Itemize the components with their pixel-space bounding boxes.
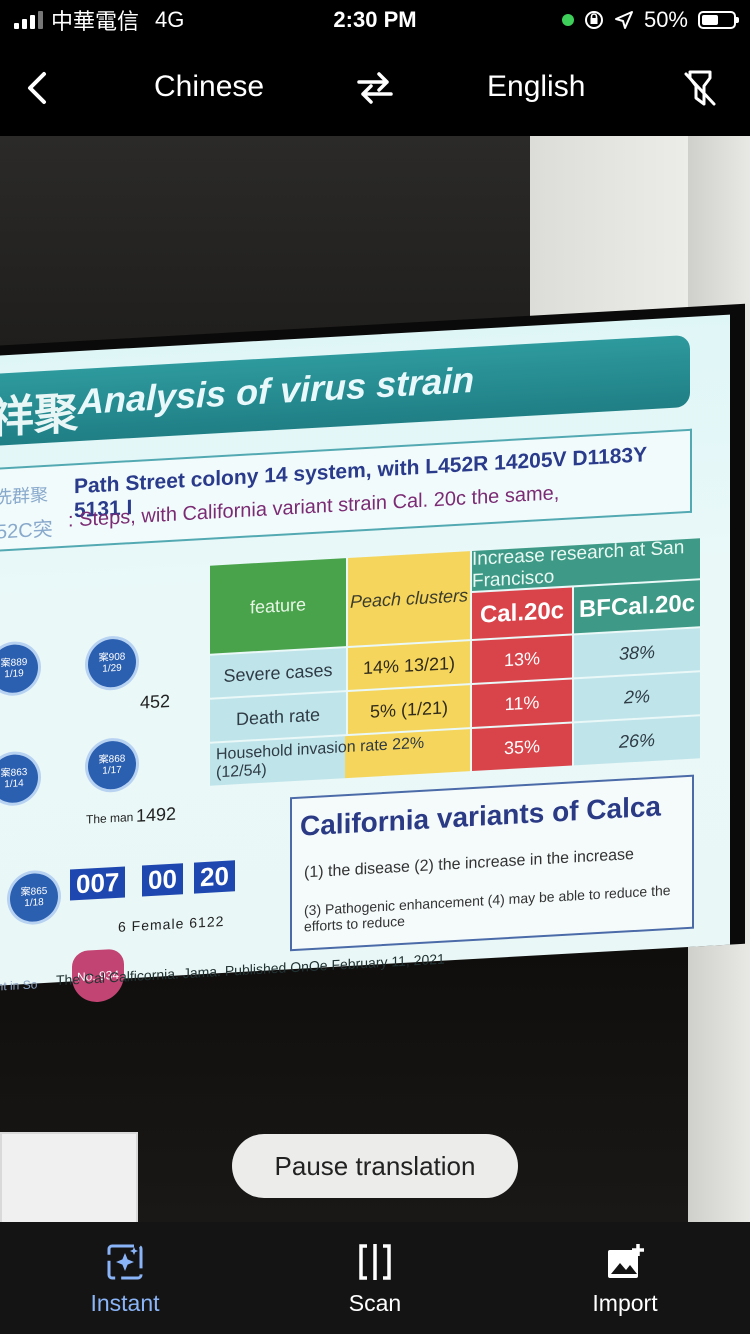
pause-translation-button[interactable]: Pause translation bbox=[232, 1134, 518, 1198]
table-cell-cal: 13% bbox=[472, 635, 572, 684]
california-box-title: California variants of Calca bbox=[300, 790, 662, 842]
subtitle-ghost-text: 洗群聚 bbox=[0, 484, 48, 508]
table-cell-label: Death rate bbox=[210, 692, 346, 742]
tab-scan[interactable]: Scan bbox=[250, 1222, 500, 1334]
status-left: 中華電信 4G bbox=[14, 4, 184, 36]
table-cell-bf: 26% bbox=[574, 716, 700, 766]
cluster-number: 00 bbox=[142, 863, 183, 897]
back-icon[interactable] bbox=[18, 68, 58, 108]
table-header-cal: Cal.20c bbox=[472, 587, 572, 640]
language-bar: Chinese English bbox=[0, 40, 750, 136]
tab-instant-label: Instant bbox=[90, 1290, 160, 1316]
tab-instant[interactable]: Instant bbox=[0, 1222, 250, 1334]
target-language-button[interactable]: English bbox=[487, 70, 586, 103]
table-cell-cal: 11% bbox=[472, 679, 572, 728]
table-header-peach: Peach clusters bbox=[348, 551, 470, 646]
cluster-label-452: 452 bbox=[140, 690, 171, 713]
swap-languages-icon[interactable] bbox=[355, 70, 395, 106]
battery-percent: 50% bbox=[643, 7, 688, 32]
bottom-tab-bar: Instant Scan Import bbox=[0, 1222, 750, 1334]
cluster-female-label: 6 Female 6122 bbox=[118, 912, 225, 935]
network-type: 4G bbox=[155, 7, 185, 32]
tab-import-label: Import bbox=[592, 1290, 658, 1316]
california-variants-box: California variants of Calca (1) the dis… bbox=[290, 774, 694, 952]
table-header-feature: feature bbox=[210, 558, 346, 654]
california-box-line-1: (1) the disease (2) the increase in the … bbox=[304, 845, 634, 882]
table-cell-label: Severe cases bbox=[210, 648, 346, 698]
import-icon bbox=[608, 1244, 644, 1278]
table-cell-bf: 2% bbox=[574, 672, 700, 722]
monitor: 祥聚 Analysis of virus strain 洗群聚 52C突 Pat… bbox=[0, 303, 745, 1004]
table-cell-bf: 38% bbox=[574, 628, 700, 678]
source-language-button[interactable]: Chinese bbox=[154, 70, 265, 103]
cluster-number: 20 bbox=[194, 860, 235, 894]
subtitle-ghost-text-2: 52C突 bbox=[0, 518, 53, 544]
battery-icon bbox=[698, 11, 739, 29]
carrier-name: 中華電信 bbox=[51, 9, 140, 34]
cluster-label-the-man: The man bbox=[86, 809, 134, 827]
orientation-lock-icon bbox=[584, 11, 603, 29]
signal-strength-icon bbox=[14, 11, 43, 29]
camera-viewfinder: 祥聚 Analysis of virus strain 洗群聚 52C突 Pat… bbox=[0, 136, 750, 1222]
privacy-indicator-icon bbox=[561, 14, 574, 26]
flash-off-icon[interactable] bbox=[680, 68, 720, 108]
table-cell-cal: 35% bbox=[472, 723, 572, 772]
cluster-number: 007 bbox=[70, 866, 126, 901]
slide-title-cjk: 祥聚 bbox=[0, 388, 78, 444]
scan-icon bbox=[359, 1244, 391, 1280]
slide-title: Analysis of virus strain bbox=[78, 358, 475, 423]
translated-slide: 祥聚 Analysis of virus strain 洗群聚 52C突 Pat… bbox=[0, 314, 730, 1004]
california-box-line-2: (3) Pathogenic enhancement (4) may be ab… bbox=[304, 881, 671, 935]
table-cell-peach: 14% 13/21) bbox=[348, 641, 470, 690]
location-icon bbox=[614, 11, 633, 29]
status-bar: 中華電信 4G 2:30 PM 50% bbox=[0, 0, 750, 40]
comparison-table: feature Peach clusters Increase research… bbox=[210, 537, 700, 786]
tab-scan-label: Scan bbox=[348, 1290, 402, 1316]
status-right: 50% bbox=[561, 7, 739, 33]
footer-ghost-text: ant in So bbox=[0, 977, 38, 994]
tab-import[interactable]: Import bbox=[500, 1222, 750, 1334]
slide-title-bar: 祥聚 Analysis of virus strain bbox=[0, 334, 690, 446]
cluster-label-1492: 1492 bbox=[136, 803, 177, 826]
background-photo bbox=[0, 1132, 138, 1222]
instant-icon bbox=[107, 1244, 143, 1280]
slide-subtitle-box: 洗群聚 52C突 Path Street colony 14 system, w… bbox=[0, 428, 692, 552]
table-header-bf: BFCal.20c bbox=[574, 580, 700, 634]
table-cell-peach: 5% (1/21) bbox=[348, 685, 470, 734]
